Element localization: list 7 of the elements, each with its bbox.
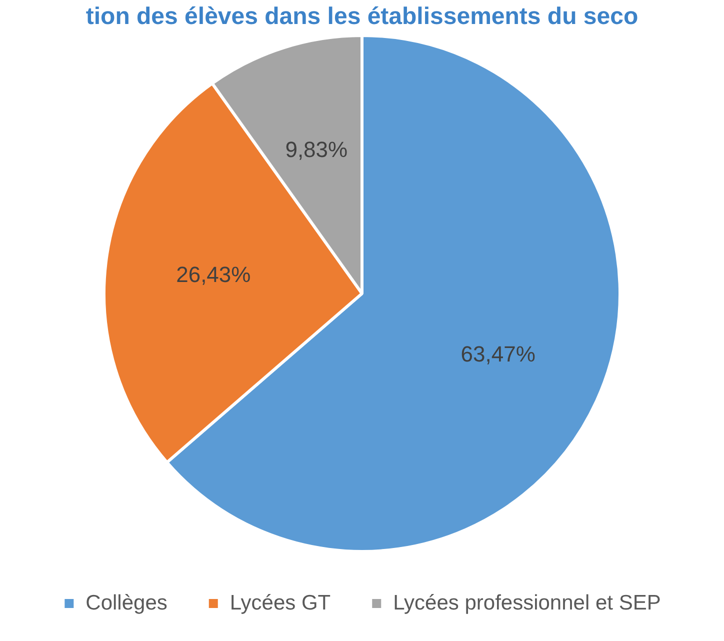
legend-label: Lycées GT <box>230 591 331 614</box>
data-label: 63,47% <box>460 342 536 367</box>
chart-title: tion des élèves dans les établissements du seco <box>84 2 640 32</box>
data-label: 9,83% <box>285 137 348 162</box>
data-label: 26,43% <box>176 262 251 287</box>
legend-label: Collèges <box>86 591 168 614</box>
legend-label: Lycées professionnel et SEP <box>393 591 661 614</box>
